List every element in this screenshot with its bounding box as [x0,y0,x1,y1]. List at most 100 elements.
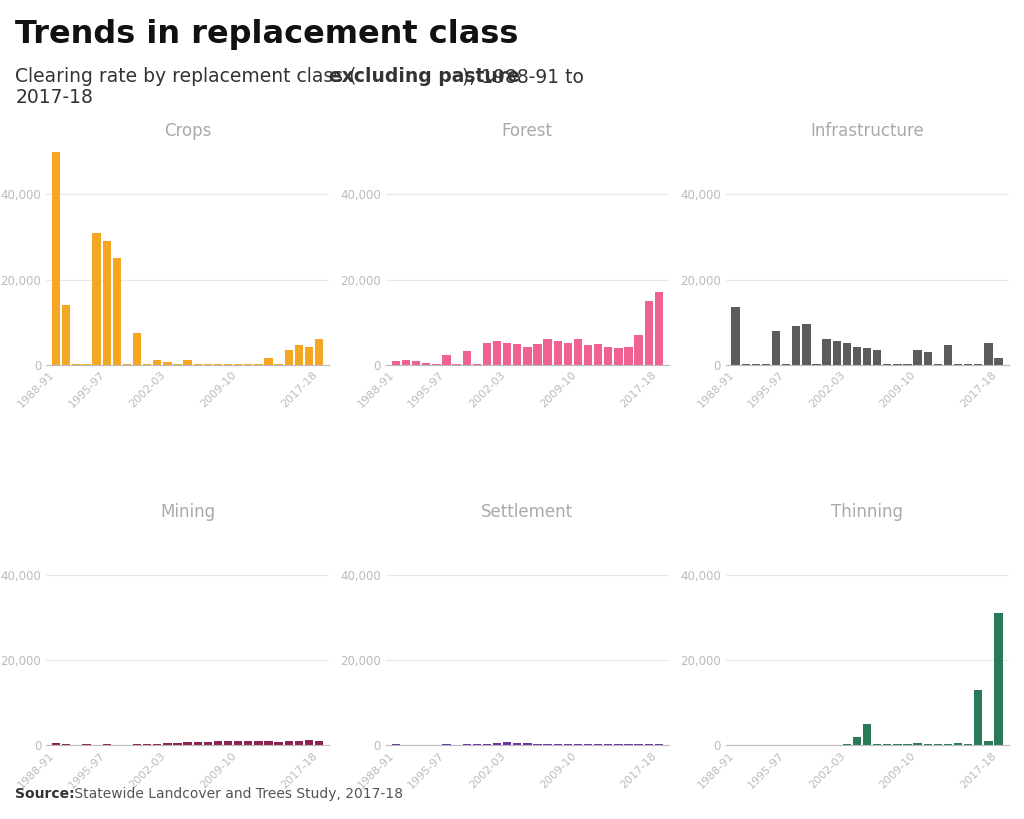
Bar [315,741,324,745]
Bar [463,351,471,364]
Bar [315,339,324,364]
Bar [614,744,623,745]
Bar [412,361,420,364]
Bar [503,742,511,745]
Bar [62,744,71,745]
Bar [163,743,172,745]
Bar [573,744,582,745]
Bar [554,342,562,364]
Bar [224,741,232,745]
Bar [544,339,552,364]
Bar [573,339,582,364]
Bar [52,743,60,745]
Bar [534,744,542,745]
Bar [102,242,111,364]
Bar [974,690,982,745]
Bar [214,741,222,745]
Title: Infrastructure: Infrastructure [810,122,924,140]
Bar [964,744,973,745]
Bar [731,307,739,364]
Bar [254,741,262,745]
Bar [244,740,253,745]
Bar [594,744,602,745]
Bar [274,742,283,745]
Bar [873,350,882,364]
Bar [853,737,861,745]
Bar [204,742,212,745]
Bar [654,292,663,364]
Bar [295,346,303,364]
Bar [482,342,492,364]
Bar [295,740,303,745]
Bar [913,743,922,745]
Bar [133,744,141,745]
Bar [523,346,531,364]
Bar [604,346,612,364]
Title: Thinning: Thinning [831,503,903,521]
Bar [903,744,911,745]
Bar [625,744,633,745]
Bar [793,326,801,364]
Bar [984,343,992,364]
Bar [654,744,663,745]
Bar [163,362,172,364]
Bar [994,613,1002,745]
Bar [635,335,643,364]
Bar [883,744,892,745]
Bar [493,743,501,745]
Bar [873,744,882,745]
Bar [772,331,780,364]
Bar [984,741,992,745]
Bar [944,744,952,745]
Bar [563,342,572,364]
Text: Trends in replacement class: Trends in replacement class [15,19,519,50]
Bar [614,347,623,364]
Bar [934,744,942,745]
Bar [843,343,851,364]
Bar [534,344,542,364]
Bar [183,742,191,745]
Title: Crops: Crops [164,122,211,140]
Title: Mining: Mining [160,503,215,521]
Bar [183,360,191,364]
Bar [635,744,643,745]
Bar [563,744,572,745]
Bar [493,342,501,364]
Bar [173,743,181,745]
Bar [102,744,111,745]
Bar [401,360,411,364]
Bar [285,741,293,745]
Bar [422,363,430,364]
Bar [82,744,91,745]
Bar [154,744,162,745]
Bar [833,342,841,364]
Bar [994,358,1002,364]
Bar [482,744,492,745]
Bar [554,744,562,745]
Bar [234,741,243,745]
Bar [442,744,451,745]
Bar [523,743,531,745]
Bar [822,339,830,364]
Bar [924,352,932,364]
Bar [473,744,481,745]
Title: Settlement: Settlement [481,503,573,521]
Bar [442,355,451,364]
Title: Forest: Forest [502,122,553,140]
Bar [513,743,521,745]
Bar [194,742,202,745]
Bar [604,744,612,745]
Bar [285,350,293,364]
Bar [913,350,922,364]
Bar [463,744,471,745]
Bar [954,743,963,745]
Bar [863,724,871,745]
Bar [584,744,592,745]
Text: Source:: Source: [15,787,75,801]
Bar [802,324,811,364]
Bar [503,343,511,364]
Bar [924,744,932,745]
Text: ), 1988-91 to: ), 1988-91 to [463,67,585,86]
Text: excluding pasture: excluding pasture [330,67,520,86]
Bar [513,344,521,364]
